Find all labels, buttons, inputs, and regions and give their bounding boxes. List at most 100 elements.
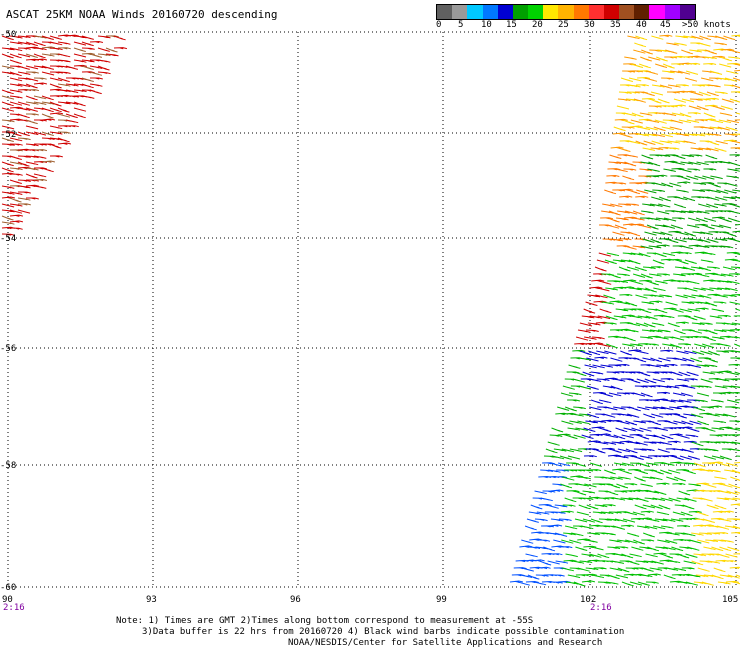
wind-barb	[657, 98, 670, 104]
wind-barb	[727, 168, 740, 172]
wind-barb	[629, 553, 642, 558]
wind-barb	[614, 224, 627, 230]
wind-barb	[652, 378, 666, 383]
wind-barb	[618, 476, 631, 480]
wind-barb	[73, 113, 86, 119]
wind-barb	[567, 574, 581, 579]
wind-barb	[49, 47, 63, 51]
wind-barb	[638, 371, 651, 377]
wind-barb	[697, 539, 710, 544]
wind-barb	[645, 126, 658, 131]
wind-barb	[734, 343, 740, 347]
wind-barb	[57, 71, 71, 74]
wind-barb	[657, 154, 671, 157]
wind-barb	[728, 161, 740, 167]
wind-barb	[49, 112, 64, 115]
legend-swatch	[619, 5, 635, 19]
wind-barb	[597, 315, 611, 320]
wind-barb	[17, 137, 31, 141]
wind-barb	[656, 364, 670, 368]
wind-barb	[26, 197, 39, 200]
wind-barb	[662, 462, 675, 466]
wind-barb	[618, 147, 631, 152]
wind-barb	[549, 434, 563, 437]
wind-barb	[647, 573, 661, 576]
wind-barb	[573, 406, 586, 410]
wind-barb	[733, 315, 740, 317]
wind-barb	[582, 490, 596, 494]
wind-barb	[555, 560, 569, 564]
wind-barb	[57, 83, 71, 87]
wind-barb	[81, 41, 94, 47]
wind-barb	[719, 574, 733, 578]
wind-barb	[601, 301, 615, 305]
wind-barb	[575, 546, 588, 551]
wind-barb	[644, 378, 657, 384]
wind-barb	[564, 497, 577, 503]
wind-barb	[49, 125, 63, 130]
wind-barb	[729, 154, 740, 157]
wind-barb	[607, 574, 620, 580]
wind-barb	[639, 112, 653, 116]
wind-barb	[558, 518, 572, 521]
wind-barb	[654, 224, 668, 228]
wind-barb	[670, 371, 683, 376]
wind-barb	[17, 107, 31, 111]
wind-barb	[17, 197, 31, 201]
wind-barb	[733, 406, 740, 409]
wind-barb	[602, 504, 616, 507]
wind-barb	[673, 273, 686, 277]
wind-barb	[57, 47, 71, 50]
wind-barb	[732, 189, 740, 192]
wind-barb	[617, 301, 631, 305]
wind-barb	[614, 462, 627, 466]
wind-barb	[582, 518, 596, 523]
wind-barb	[537, 539, 551, 542]
wind-barb	[699, 35, 712, 41]
wind-barb	[97, 59, 111, 63]
wind-barb	[81, 47, 95, 50]
wind-barb	[641, 49, 653, 55]
wind-barb	[630, 252, 644, 256]
wind-barb	[1, 203, 15, 208]
wind-barb	[693, 462, 706, 468]
wind-barb	[647, 546, 660, 552]
wind-barb	[654, 174, 668, 177]
wind-barb	[705, 49, 717, 55]
wind-barb	[644, 231, 657, 236]
wind-barb	[603, 532, 616, 536]
wind-barb	[701, 581, 714, 586]
wind-barb	[675, 413, 687, 419]
wind-barb	[715, 196, 728, 201]
wind-barb	[672, 392, 686, 397]
wind-barb	[41, 107, 54, 113]
wind-barb	[645, 581, 659, 584]
wind-barb	[585, 539, 598, 543]
wind-barb	[701, 126, 715, 130]
wind-barb	[641, 448, 655, 452]
wind-barb	[706, 266, 720, 269]
wind-barb	[693, 581, 707, 585]
wind-barb	[663, 63, 675, 69]
wind-barb	[644, 77, 658, 82]
wind-barb	[89, 53, 103, 58]
wind-barb	[73, 64, 88, 68]
wind-barb	[706, 504, 719, 510]
wind-barb	[612, 497, 626, 501]
wind-barb	[674, 203, 687, 209]
wind-barb	[689, 329, 703, 334]
wind-barb	[569, 448, 583, 453]
wind-barb	[721, 539, 734, 543]
wind-barb	[712, 105, 725, 110]
legend-label: 5	[458, 20, 464, 30]
wind-barb	[622, 119, 635, 125]
legend-swatch	[528, 5, 544, 19]
wind-barb	[657, 273, 671, 276]
legend-label: 30	[584, 20, 595, 30]
wind-barb	[682, 357, 695, 362]
wind-barb	[621, 434, 634, 439]
wind-barb	[612, 132, 626, 135]
wind-barb	[509, 580, 524, 583]
wind-barb	[565, 553, 578, 558]
wind-barb	[667, 560, 681, 564]
